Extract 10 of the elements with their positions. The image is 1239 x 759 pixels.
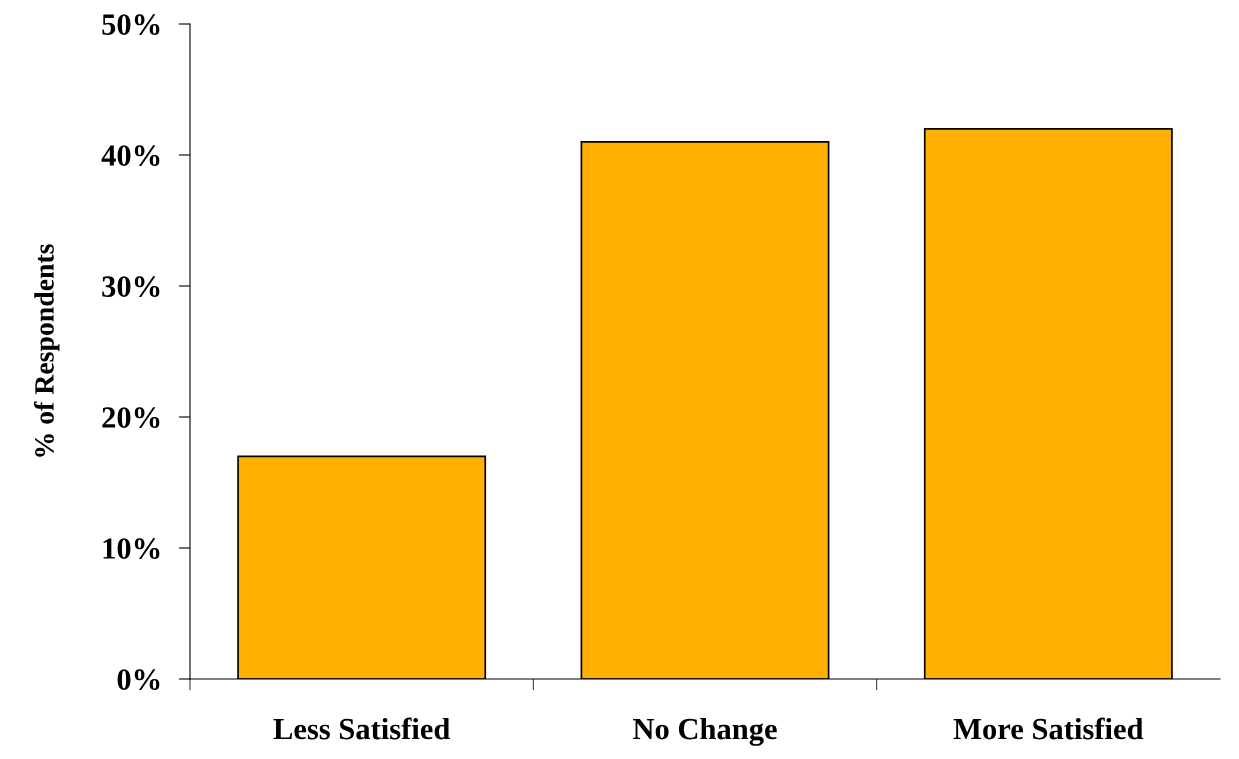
y-tick-label: 20%	[102, 407, 160, 428]
y-tick-label: 0%	[117, 669, 160, 690]
x-tick-label: More Satisfied	[953, 717, 1144, 740]
y-axis-title: % of Respondents	[33, 244, 60, 457]
y-tick-label: 50%	[102, 14, 160, 35]
x-tick-label: No Change	[633, 717, 777, 746]
y-tick-label: 30%	[102, 276, 160, 297]
x-tick-label: Less Satisfied	[273, 717, 451, 740]
y-tick-label: 10%	[103, 538, 160, 559]
y-tick-label: 40%	[101, 145, 160, 166]
